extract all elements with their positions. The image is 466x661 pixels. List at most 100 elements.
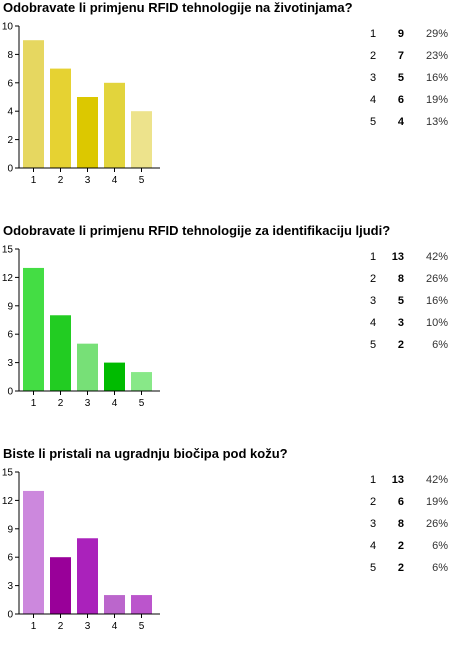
y-tick-label: 12: [2, 496, 14, 507]
summary-row: 3 5 16%: [366, 293, 466, 315]
summary-value: 5: [370, 562, 377, 574]
bar: [23, 40, 44, 169]
summary-count: 6: [397, 496, 404, 508]
y-tick-label: 0: [7, 387, 13, 398]
summary-percent: 42%: [425, 474, 448, 486]
summary-percent: 26%: [425, 518, 448, 530]
summary-percent: 26%: [425, 273, 448, 285]
x-tick-label: 1: [31, 175, 37, 186]
summary-value: 4: [370, 540, 377, 552]
x-tick-label: 1: [31, 398, 37, 409]
bar: [131, 595, 152, 614]
summary-value: 2: [370, 50, 377, 62]
summary-percent: 6%: [432, 339, 448, 351]
summary-value: 3: [370, 295, 377, 307]
summary-count: 5: [397, 295, 404, 307]
summary-value: 2: [370, 496, 377, 508]
summary-value: 3: [370, 72, 377, 84]
bar: [50, 315, 71, 391]
summary-percent: 29%: [425, 28, 448, 40]
summary-count: 8: [397, 273, 404, 285]
bar: [50, 68, 71, 168]
bar: [131, 372, 152, 391]
summary-row: 3 8 26%: [366, 516, 466, 538]
y-tick-label: 8: [7, 50, 13, 61]
question-title: Biste li pristali na ugradnju biočipa po…: [3, 446, 288, 461]
y-tick-label: 15: [2, 468, 14, 479]
y-tick-label: 6: [7, 78, 13, 89]
summary-row: 3 5 16%: [366, 70, 466, 92]
summary-value: 1: [370, 251, 377, 263]
x-tick-label: 5: [139, 398, 145, 409]
x-tick-label: 4: [112, 621, 118, 632]
bar: [104, 595, 125, 614]
bar: [23, 490, 44, 614]
summary-count: 2: [397, 540, 404, 552]
summary-row: 1 13 42%: [366, 472, 466, 494]
summary-count: 13: [391, 251, 404, 263]
y-tick-label: 0: [7, 164, 13, 175]
summary-row: 4 2 6%: [366, 538, 466, 560]
bar: [23, 267, 44, 391]
x-tick-label: 2: [58, 621, 64, 632]
summary-percent: 23%: [425, 50, 448, 62]
summary-percent: 16%: [425, 72, 448, 84]
x-tick-label: 5: [139, 621, 145, 632]
summary-value: 4: [370, 94, 377, 106]
bar: [77, 538, 98, 614]
y-tick-label: 10: [2, 22, 14, 33]
x-tick-label: 3: [85, 621, 91, 632]
y-tick-label: 2: [7, 135, 13, 146]
question-title: Odobravate li primjenu RFID tehnologije …: [3, 223, 391, 238]
summary-percent: 19%: [425, 94, 448, 106]
y-tick-label: 9: [7, 524, 13, 535]
question-title: Odobravate li primjenu RFID tehnologije …: [3, 0, 353, 15]
summary-percent: 19%: [425, 496, 448, 508]
summary-row: 2 8 26%: [366, 271, 466, 293]
bar: [77, 97, 98, 168]
summary-row: 1 13 42%: [366, 249, 466, 271]
x-tick-label: 3: [85, 175, 91, 186]
summary-percent: 6%: [432, 540, 448, 552]
x-tick-label: 1: [31, 621, 37, 632]
bar: [104, 82, 125, 168]
summary-count: 13: [391, 474, 404, 486]
summary-percent: 6%: [432, 562, 448, 574]
x-tick-label: 2: [58, 398, 64, 409]
summary-value: 5: [370, 339, 377, 351]
summary-row: 5 4 13%: [366, 114, 466, 136]
x-tick-label: 4: [112, 398, 118, 409]
summary-count: 8: [397, 518, 404, 530]
question-section-1: Odobravate li primjenu RFID tehnologije …: [0, 0, 466, 215]
summary-value: 4: [370, 317, 377, 329]
summary-row: 4 3 10%: [366, 315, 466, 337]
question-section-2: Odobravate li primjenu RFID tehnologije …: [0, 223, 466, 438]
y-tick-label: 3: [7, 358, 13, 369]
summary-value: 2: [370, 273, 377, 285]
summary-value: 5: [370, 116, 377, 128]
summary-percent: 16%: [425, 295, 448, 307]
summary-count: 2: [397, 339, 404, 351]
summary-value: 3: [370, 518, 377, 530]
summary-row: 5 2 6%: [366, 560, 466, 582]
summary-percent: 42%: [425, 251, 448, 263]
x-tick-label: 3: [85, 398, 91, 409]
summary-count: 4: [397, 116, 404, 128]
summary-value: 1: [370, 28, 377, 40]
summary-percent: 10%: [425, 317, 448, 329]
bar: [77, 343, 98, 391]
y-tick-label: 15: [2, 245, 14, 256]
summary-value: 1: [370, 474, 377, 486]
y-tick-label: 9: [7, 301, 13, 312]
summary-table: 1 13 42% 2 8 26% 3 5 16% 4 3 10% 5 2 6%: [366, 249, 466, 359]
x-tick-label: 2: [58, 175, 64, 186]
summary-count: 7: [397, 50, 404, 62]
y-tick-label: 6: [7, 553, 13, 564]
summary-count: 2: [397, 562, 404, 574]
question-section-3: Biste li pristali na ugradnju biočipa po…: [0, 446, 466, 661]
y-tick-label: 4: [7, 107, 13, 118]
summary-row: 4 6 19%: [366, 92, 466, 114]
summary-count: 9: [397, 28, 404, 40]
summary-count: 5: [397, 72, 404, 84]
